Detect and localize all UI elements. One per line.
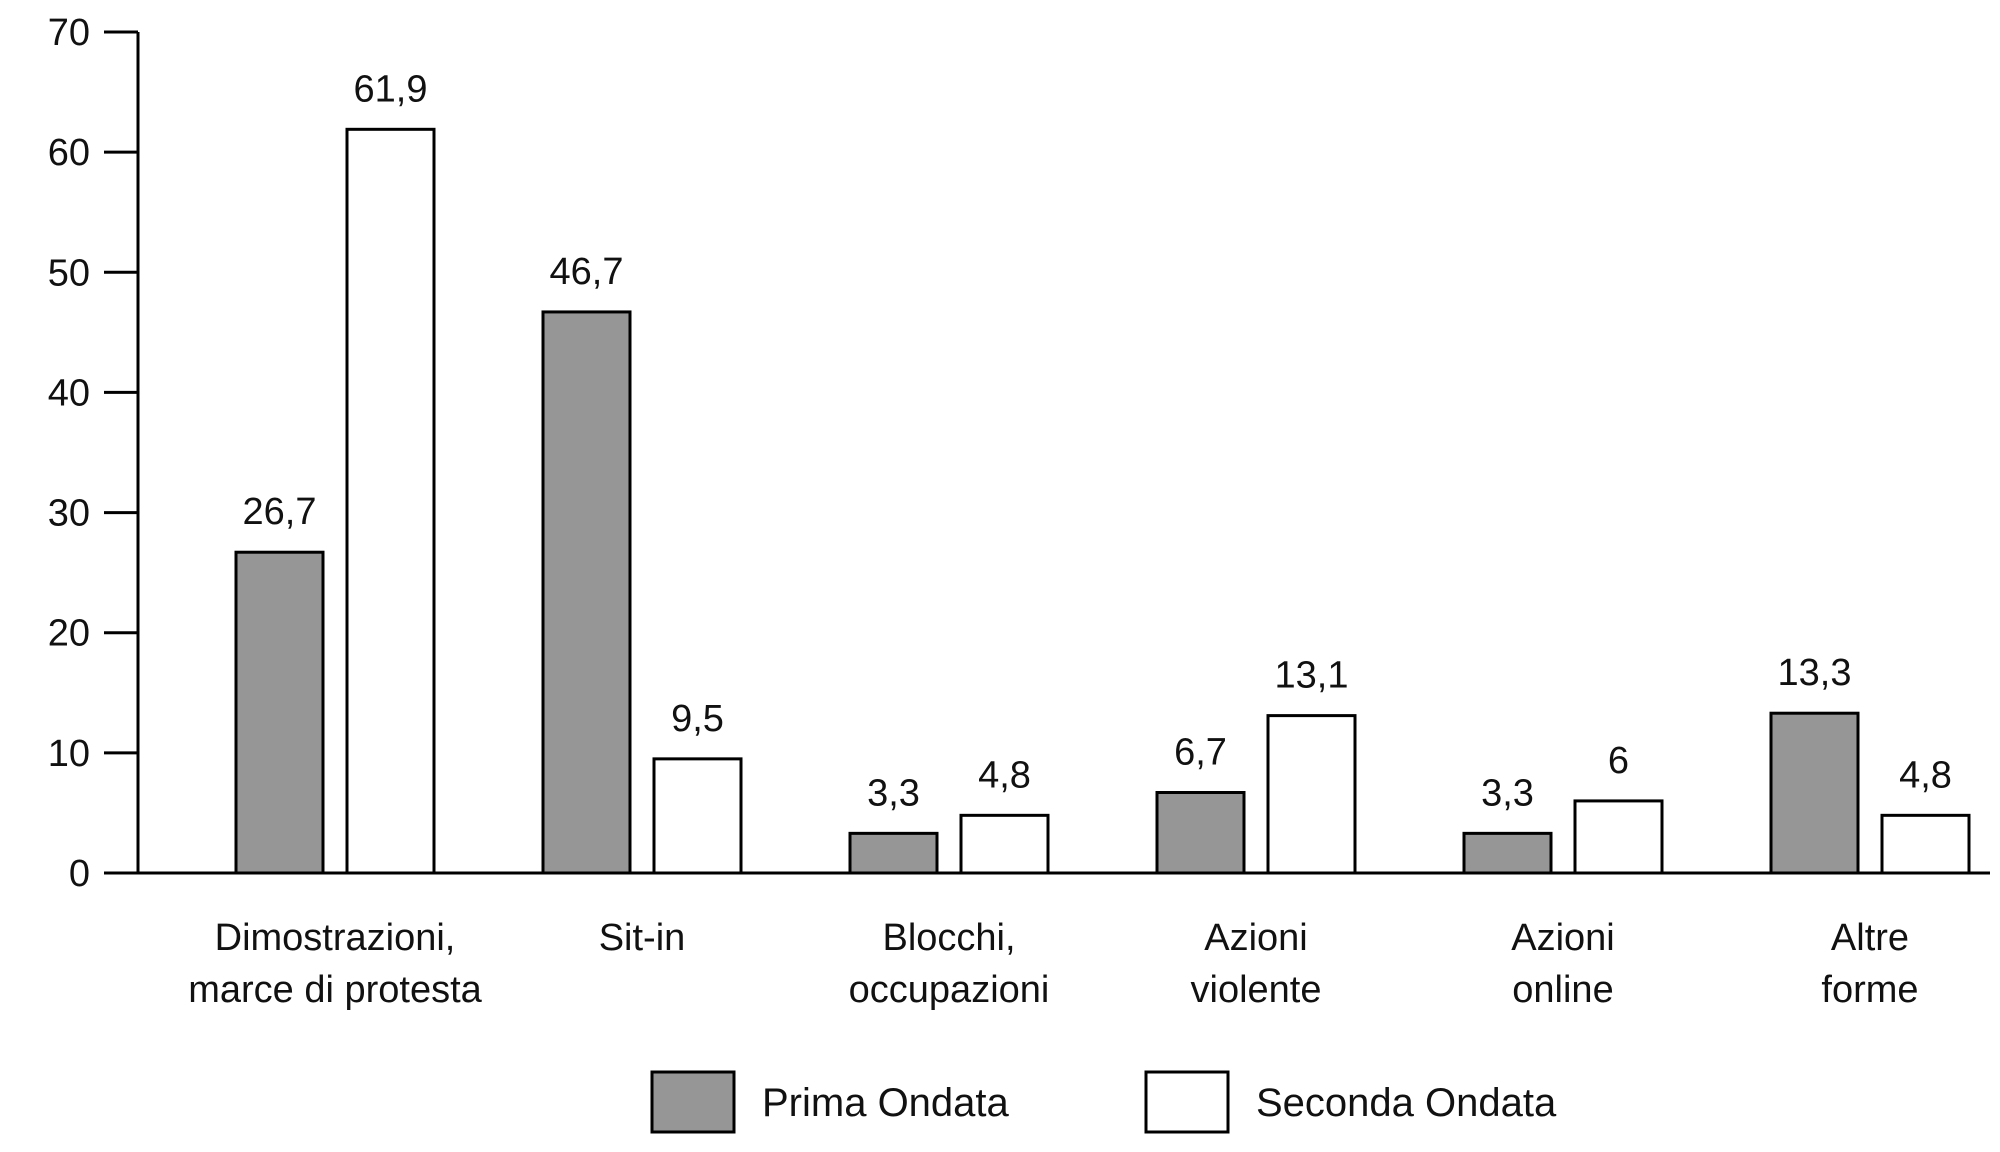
bar-seconda-ondata xyxy=(959,813,1050,875)
bar-value-label: 13,1 xyxy=(1275,655,1349,697)
y-tick-label: 40 xyxy=(48,372,90,414)
bar-value-labels: 26,7 61,9 46,7 9,5 3,3 4,8 6,7 13,1 3,3 6 13,3 4,8 xyxy=(243,68,1952,814)
bar-prima-ondata xyxy=(848,831,939,875)
y-tick-label: 50 xyxy=(48,252,90,294)
x-category-label: Azioni online xyxy=(1511,917,1615,1011)
x-axis: Dimostrazioni, marce di protesta Sit-in Blo… xyxy=(138,871,1990,1011)
bar-value-label: 46,7 xyxy=(550,251,624,293)
legend-swatch-prima-ondata xyxy=(650,1070,736,1134)
legend-swatch-seconda-ondata xyxy=(1144,1070,1230,1134)
bar-seconda-ondata xyxy=(345,127,436,875)
bar-value-label: 13,3 xyxy=(1778,652,1852,694)
bars xyxy=(234,127,1971,875)
x-category-label: Blocchi, occupazioni xyxy=(849,917,1050,1011)
legend: Prima Ondata Seconda Ondata xyxy=(650,1070,1557,1134)
y-tick-label: 60 xyxy=(48,132,90,174)
bar-value-label: 6,7 xyxy=(1174,732,1227,774)
bar-prima-ondata xyxy=(541,310,632,875)
bar-value-label: 9,5 xyxy=(671,698,724,740)
bar-value-label: 4,8 xyxy=(978,754,1031,796)
bar-prima-ondata xyxy=(1769,711,1860,875)
y-tick-label: 0 xyxy=(69,853,90,895)
y-tick-label: 20 xyxy=(48,613,90,655)
bar-value-label: 26,7 xyxy=(243,491,317,533)
bar-seconda-ondata xyxy=(652,757,743,875)
legend-label: Seconda Ondata xyxy=(1256,1081,1557,1125)
x-category-label: Azioni violente xyxy=(1191,917,1322,1011)
bar-seconda-ondata xyxy=(1573,799,1664,875)
bar-seconda-ondata xyxy=(1266,714,1357,875)
bar-prima-ondata xyxy=(1155,791,1246,875)
bar-prima-ondata xyxy=(234,550,325,875)
y-axis: 0 10 20 30 40 50 60 70 xyxy=(48,12,140,895)
bar-value-label: 61,9 xyxy=(354,68,428,110)
bar-value-label: 4,8 xyxy=(1899,754,1952,796)
x-category-label: Altre forme xyxy=(1821,917,1918,1011)
y-tick-label: 10 xyxy=(48,733,90,775)
y-tick-label: 70 xyxy=(48,12,90,54)
bar-value-label: 3,3 xyxy=(1481,772,1534,814)
bar-value-label: 6 xyxy=(1608,740,1629,782)
x-category-label: Dimostrazioni, marce di protesta xyxy=(188,917,482,1011)
legend-label: Prima Ondata xyxy=(762,1081,1010,1125)
bar-prima-ondata xyxy=(1462,831,1553,875)
y-tick-label: 30 xyxy=(48,493,90,535)
bar-seconda-ondata xyxy=(1880,813,1971,875)
bar-value-label: 3,3 xyxy=(867,772,920,814)
x-category-label: Sit-in xyxy=(599,917,686,959)
